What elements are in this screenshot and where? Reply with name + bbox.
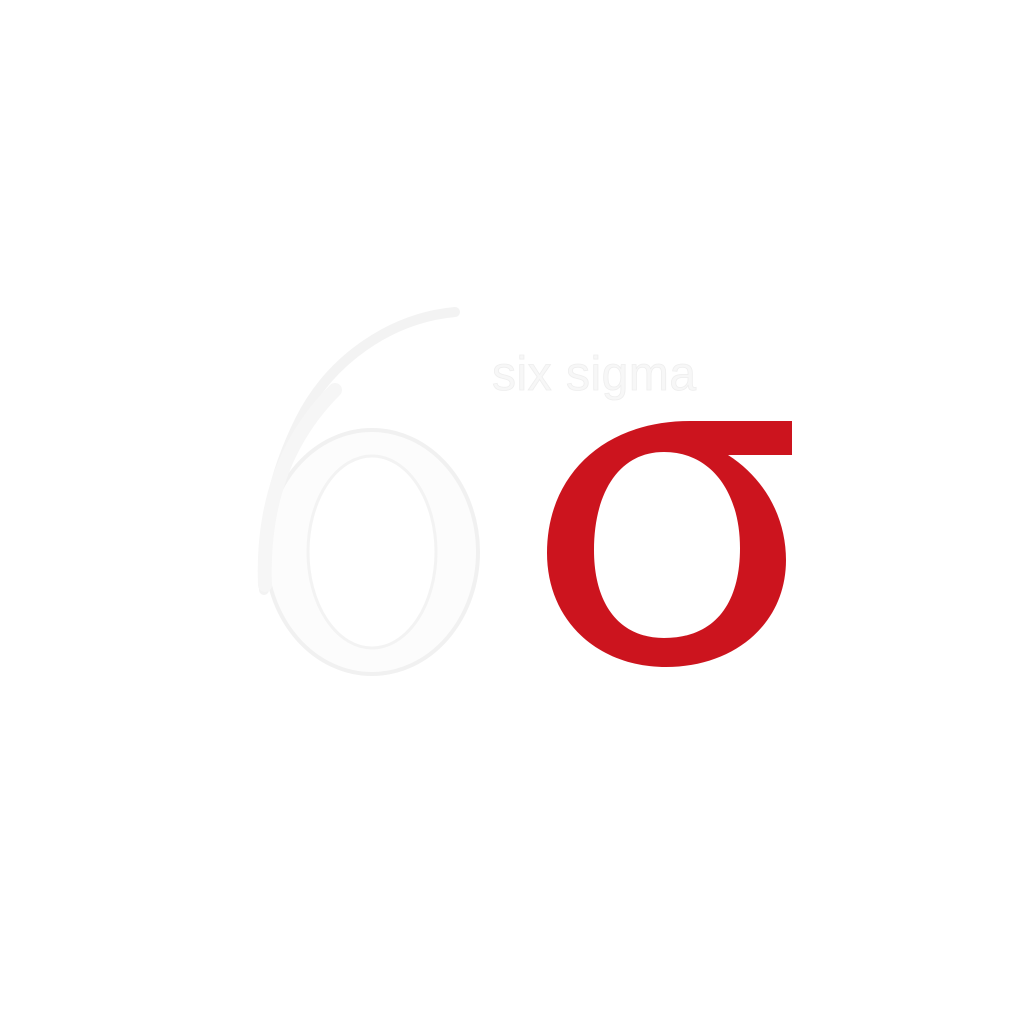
sigma-symbol-icon: σ bbox=[0, 0, 792, 667]
wordmark-text: six sigma bbox=[492, 348, 697, 401]
numeral-glyph: 6 bbox=[0, 0, 1, 1]
sigma-glyph: σ bbox=[0, 0, 1, 1]
numeral-six-icon: 6 bbox=[0, 0, 480, 676]
